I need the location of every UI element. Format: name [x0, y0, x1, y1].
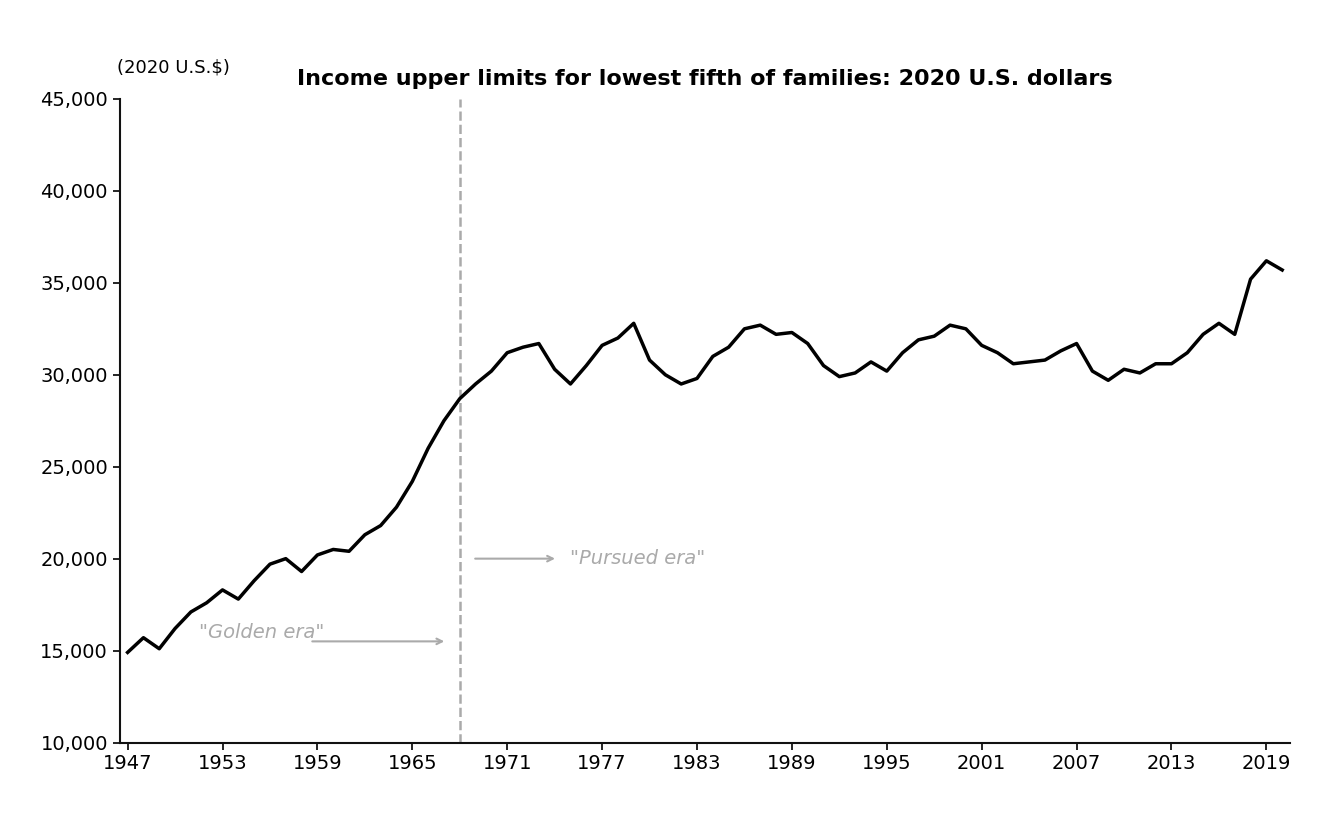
Title: Income upper limits for lowest fifth of families: 2020 U.S. dollars: Income upper limits for lowest fifth of …	[297, 69, 1113, 89]
Text: "Golden era": "Golden era"	[200, 623, 325, 642]
Text: (2020 U.S.$): (2020 U.S.$)	[117, 59, 230, 77]
Text: "Pursued era": "Pursued era"	[571, 549, 706, 568]
